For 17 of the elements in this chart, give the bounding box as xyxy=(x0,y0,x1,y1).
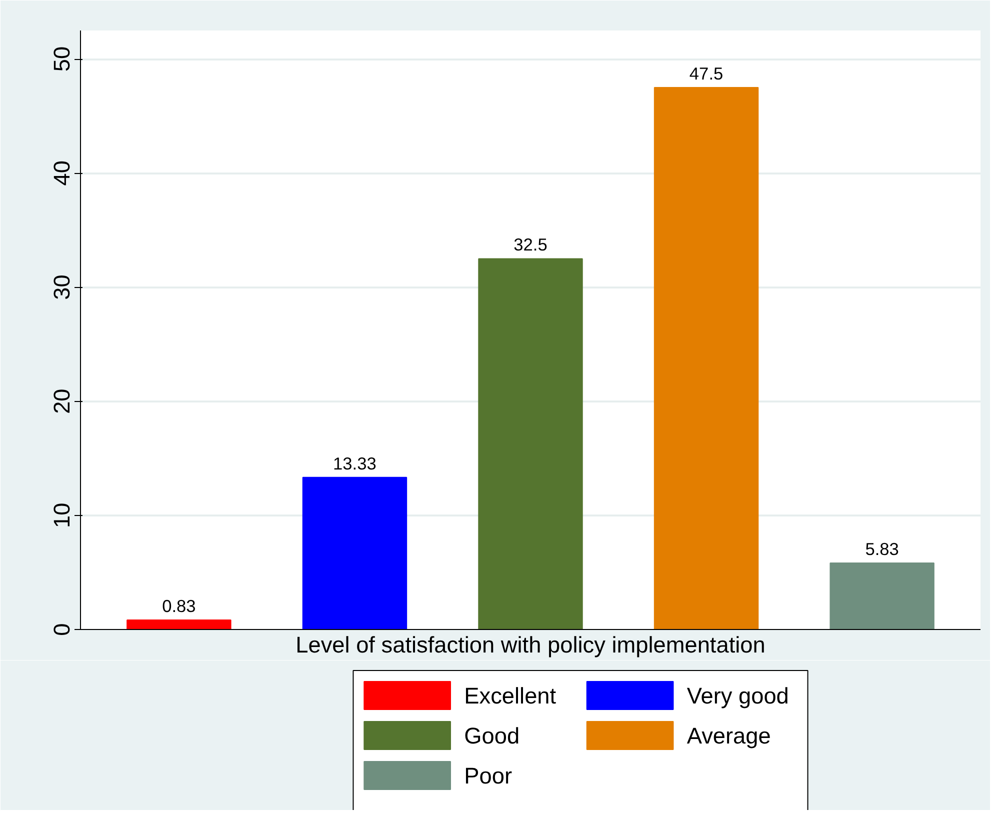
legend-label: Very good xyxy=(686,682,789,708)
data-label: 32.5 xyxy=(514,234,548,255)
legend-label: Average xyxy=(686,722,771,748)
y-tick-label: 0 xyxy=(48,623,74,636)
data-label: 47.5 xyxy=(689,64,724,84)
legend-label: Poor xyxy=(464,762,512,788)
y-tick-label: 40 xyxy=(48,160,74,186)
y-tick-label: 30 xyxy=(48,274,74,300)
y-tick-label: 10 xyxy=(48,502,74,528)
data-label: 5.83 xyxy=(865,538,899,559)
data-label: 13.33 xyxy=(333,453,376,474)
y-tick-label: 20 xyxy=(48,388,74,414)
data-label: 0.83 xyxy=(162,596,196,616)
x-axis-title: Level of satisfaction with policy implementation xyxy=(296,632,766,658)
legend-label: Excellent xyxy=(464,682,557,708)
y-tick-label: 50 xyxy=(48,46,74,72)
legend-label: Good xyxy=(464,722,520,748)
